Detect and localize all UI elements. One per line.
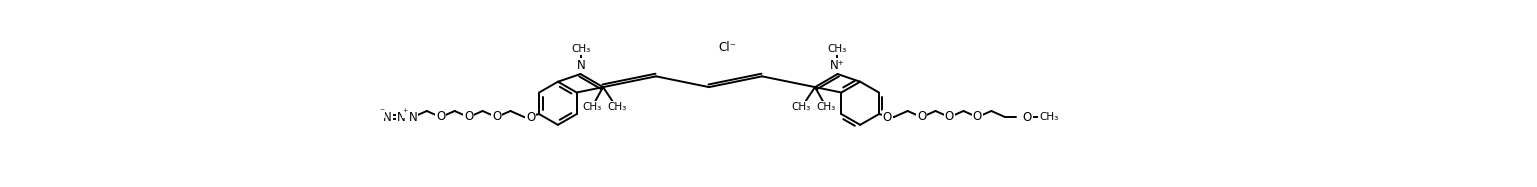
Text: N: N bbox=[397, 111, 406, 124]
Text: O: O bbox=[882, 111, 891, 124]
Text: CH₃: CH₃ bbox=[827, 44, 847, 54]
Text: ⁻: ⁻ bbox=[380, 108, 384, 118]
Text: O: O bbox=[492, 110, 501, 123]
Text: O: O bbox=[945, 110, 954, 123]
Text: N: N bbox=[383, 111, 392, 124]
Text: CH₃: CH₃ bbox=[572, 44, 590, 54]
Text: CH₃: CH₃ bbox=[792, 102, 810, 112]
Text: O: O bbox=[973, 110, 982, 123]
Text: CH₃: CH₃ bbox=[1039, 112, 1059, 122]
Text: CH₃: CH₃ bbox=[607, 102, 627, 112]
Text: N⁺: N⁺ bbox=[830, 59, 844, 72]
Text: O: O bbox=[464, 110, 473, 123]
Text: O: O bbox=[437, 110, 446, 123]
Text: O: O bbox=[1022, 111, 1031, 124]
Text: O: O bbox=[918, 110, 927, 123]
Text: N: N bbox=[576, 59, 586, 72]
Text: N: N bbox=[409, 111, 417, 124]
Text: Cl⁻: Cl⁻ bbox=[718, 41, 736, 54]
Text: O: O bbox=[526, 111, 535, 124]
Text: CH₃: CH₃ bbox=[816, 102, 836, 112]
Text: CH₃: CH₃ bbox=[583, 102, 603, 112]
Text: ⁺: ⁺ bbox=[403, 108, 407, 118]
